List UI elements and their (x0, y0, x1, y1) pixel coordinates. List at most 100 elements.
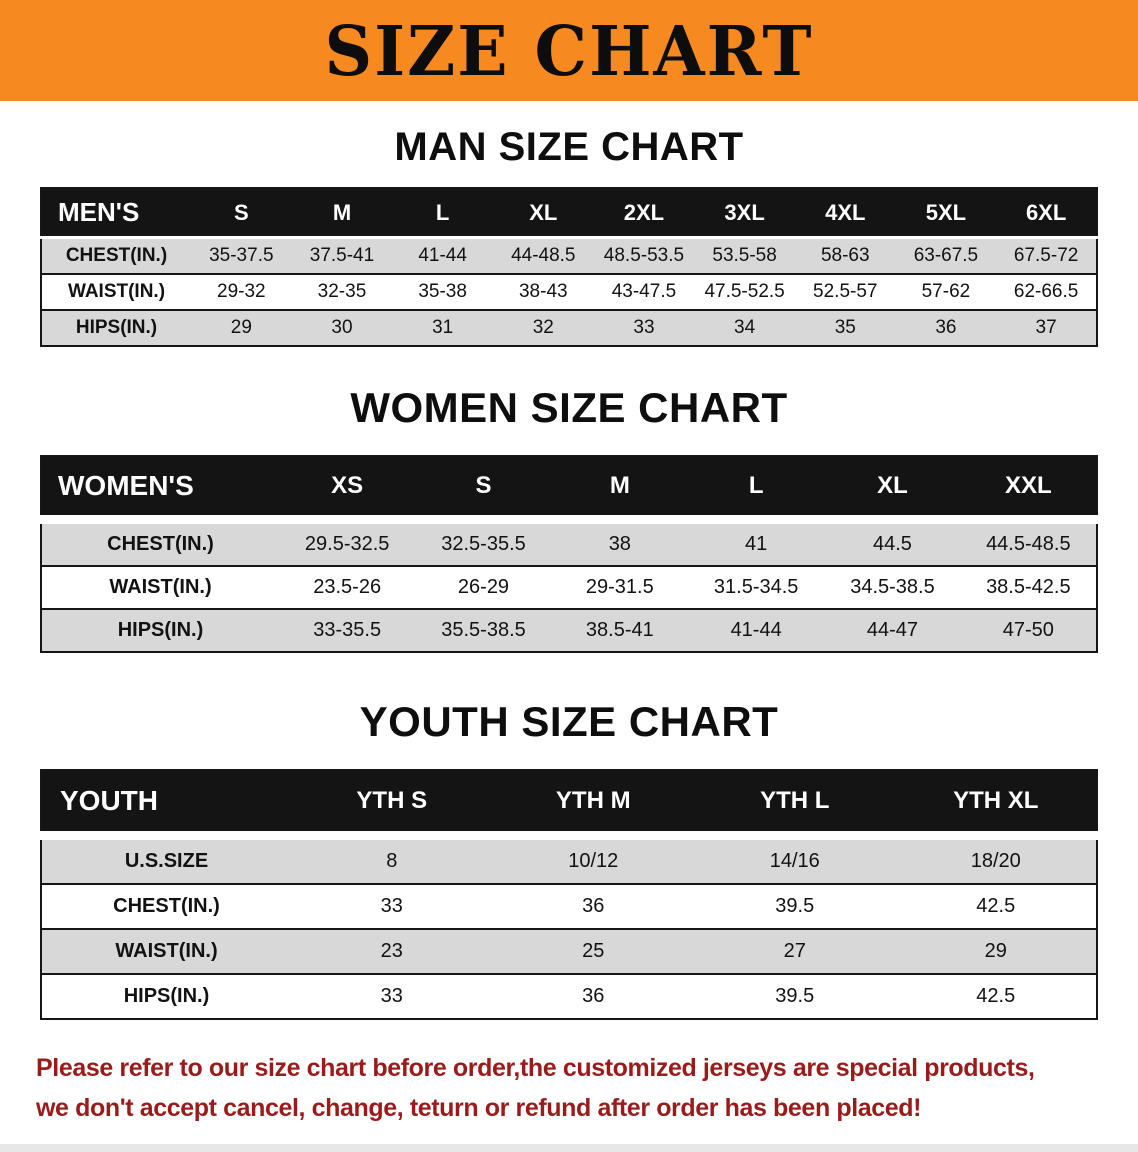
size-value-cell: 10/12 (492, 835, 694, 886)
men-section-heading: MAN SIZE CHART (394, 125, 744, 169)
size-value-cell: 62-66.5 (996, 274, 1097, 311)
youth-table-wrapper: YOUTH YTH S YTH M YTH L YTH XL U.S.SIZE 8 10/1… (40, 769, 1098, 1021)
size-value-cell: 27 (694, 929, 896, 976)
women-table-wrapper: WOMEN'S XS S M L XL XXL CHEST(IN.) 29.5-32.5 32.… (40, 455, 1098, 654)
youth-section-heading: YOUTH SIZE CHART (359, 698, 779, 746)
table-row: HIPS(IN.) 33-35.5 35.5-38.5 38.5-41 41-44 44-… (41, 609, 1097, 653)
row-label: WAIST(IN.) (41, 274, 191, 311)
size-value-cell: 29 (191, 310, 292, 346)
size-value-cell: 42.5 (895, 974, 1097, 1020)
size-value-cell: 37 (996, 310, 1097, 346)
size-value-cell: 57-62 (895, 274, 997, 311)
size-value-cell: 37.5-41 (291, 237, 393, 275)
size-value-cell: 38 (551, 519, 688, 568)
size-value-cell: 32 (492, 310, 594, 346)
men-table-wrapper: MEN'S S M L XL 2XL 3XL 4XL 5XL 6XL CHEST(IN.) 35-3… (40, 187, 1098, 347)
size-value-cell: 47.5-52.5 (694, 274, 795, 311)
size-value-cell: 39.5 (694, 884, 896, 931)
size-value-cell: 25 (492, 929, 694, 976)
size-value-cell: 36 (492, 974, 694, 1020)
size-value-cell: 23 (291, 929, 493, 976)
table-row: HIPS(IN.) 29 30 31 32 33 34 35 36 37 (41, 310, 1097, 346)
women-section-heading: WOMEN SIZE CHART (350, 384, 788, 431)
row-label: CHEST(IN.) (41, 884, 291, 931)
size-value-cell: 43-47.5 (593, 274, 695, 311)
size-value-cell: 44.5 (824, 519, 961, 568)
size-column-header: M (291, 188, 393, 239)
size-value-cell: 34.5-38.5 (824, 566, 961, 611)
size-column-header: XL (824, 456, 961, 525)
women-table-header-row: WOMEN'S XS S M L XL XXL (41, 456, 1097, 525)
men-size-table: MEN'S S M L XL 2XL 3XL 4XL 5XL 6XL CHEST(IN.) 35-3… (40, 187, 1098, 347)
size-value-cell: 38-43 (492, 274, 594, 311)
women-size-table: WOMEN'S XS S M L XL XXL CHEST(IN.) 29.5-32.5 32.… (40, 455, 1098, 654)
size-value-cell: 30 (291, 310, 393, 346)
size-value-cell: 26-29 (415, 566, 552, 611)
size-value-cell: 52.5-57 (794, 274, 896, 311)
size-value-cell: 14/16 (694, 835, 896, 886)
order-policy-note-line1: Please refer to our size chart before or… (36, 1054, 1035, 1083)
size-value-cell: 32-35 (291, 274, 393, 311)
size-value-cell: 44-48.5 (492, 237, 594, 275)
size-value-cell: 18/20 (895, 835, 1097, 886)
size-column-header: 3XL (694, 188, 795, 239)
row-label: CHEST(IN.) (41, 237, 191, 275)
size-column-header: YTH XL (895, 770, 1097, 841)
size-column-header: S (191, 188, 292, 239)
size-column-header: L (392, 188, 493, 239)
size-value-cell: 36 (895, 310, 997, 346)
youth-size-table: YOUTH YTH S YTH M YTH L YTH XL U.S.SIZE 8 10/1… (40, 769, 1098, 1021)
size-column-header: M (551, 456, 688, 525)
table-row: CHEST(IN.) 29.5-32.5 32.5-35.5 38 41 44.5 44.5… (41, 519, 1097, 568)
row-label: U.S.SIZE (41, 835, 291, 886)
size-value-cell: 35-38 (392, 274, 493, 311)
size-value-cell: 31 (392, 310, 493, 346)
banner-title: SIZE CHART (324, 9, 814, 92)
size-value-cell: 35 (794, 310, 896, 346)
size-chart-banner: SIZE CHART (0, 0, 1138, 101)
size-value-cell: 35-37.5 (191, 237, 292, 275)
size-value-cell: 63-67.5 (895, 237, 997, 275)
row-label: CHEST(IN.) (41, 519, 279, 568)
size-charts: MAN SIZE CHART MEN'S S M L XL 2XL 3XL 4XL 5XL 6XL… (0, 125, 1138, 1152)
size-value-cell: 42.5 (895, 884, 1097, 931)
size-column-header: L (687, 456, 825, 525)
table-row: CHEST(IN.) 35-37.5 37.5-41 41-44 44-48.5 48.5… (41, 237, 1097, 275)
size-value-cell: 34 (694, 310, 795, 346)
size-value-cell: 33 (593, 310, 695, 346)
size-column-header: XXL (960, 456, 1097, 525)
row-label: WAIST(IN.) (41, 566, 279, 611)
size-column-header: 5XL (895, 188, 997, 239)
size-value-cell: 53.5-58 (694, 237, 795, 275)
size-value-cell: 39.5 (694, 974, 896, 1020)
order-policy-note-line2: we don't accept cancel, change, teturn o… (36, 1094, 922, 1123)
size-column-header: XS (279, 456, 416, 525)
size-value-cell: 38.5-42.5 (960, 566, 1097, 611)
row-label: HIPS(IN.) (41, 974, 291, 1020)
size-value-cell: 38.5-41 (551, 609, 688, 653)
size-value-cell: 29.5-32.5 (279, 519, 416, 568)
men-size-chart-section: MAN SIZE CHART MEN'S S M L XL 2XL 3XL 4XL 5XL 6XL… (0, 125, 1138, 347)
table-row: HIPS(IN.) 33 36 39.5 42.5 (41, 974, 1097, 1020)
row-label: HIPS(IN.) (41, 310, 191, 346)
size-column-header: YTH S (291, 770, 493, 841)
size-value-cell: 29-32 (191, 274, 292, 311)
size-value-cell: 36 (492, 884, 694, 931)
size-value-cell: 33 (291, 974, 493, 1020)
size-value-cell: 41-44 (392, 237, 493, 275)
size-value-cell: 23.5-26 (279, 566, 416, 611)
women-size-chart-section: WOMEN SIZE CHART WOMEN'S XS S M L XL XXL CHEST… (0, 384, 1138, 654)
size-value-cell: 48.5-53.5 (593, 237, 695, 275)
size-value-cell: 33-35.5 (279, 609, 416, 653)
size-column-header: YTH M (492, 770, 694, 841)
size-value-cell: 58-63 (794, 237, 896, 275)
table-corner-label: MEN'S (41, 188, 191, 239)
size-value-cell: 29-31.5 (551, 566, 688, 611)
size-value-cell: 44.5-48.5 (960, 519, 1097, 568)
size-value-cell: 32.5-35.5 (415, 519, 552, 568)
youth-table-header-row: YOUTH YTH S YTH M YTH L YTH XL (41, 770, 1097, 841)
row-label: HIPS(IN.) (41, 609, 279, 653)
size-value-cell: 8 (291, 835, 493, 886)
order-policy-note: Please refer to our size chart before or… (36, 1048, 1102, 1128)
size-column-header: XL (492, 188, 594, 239)
